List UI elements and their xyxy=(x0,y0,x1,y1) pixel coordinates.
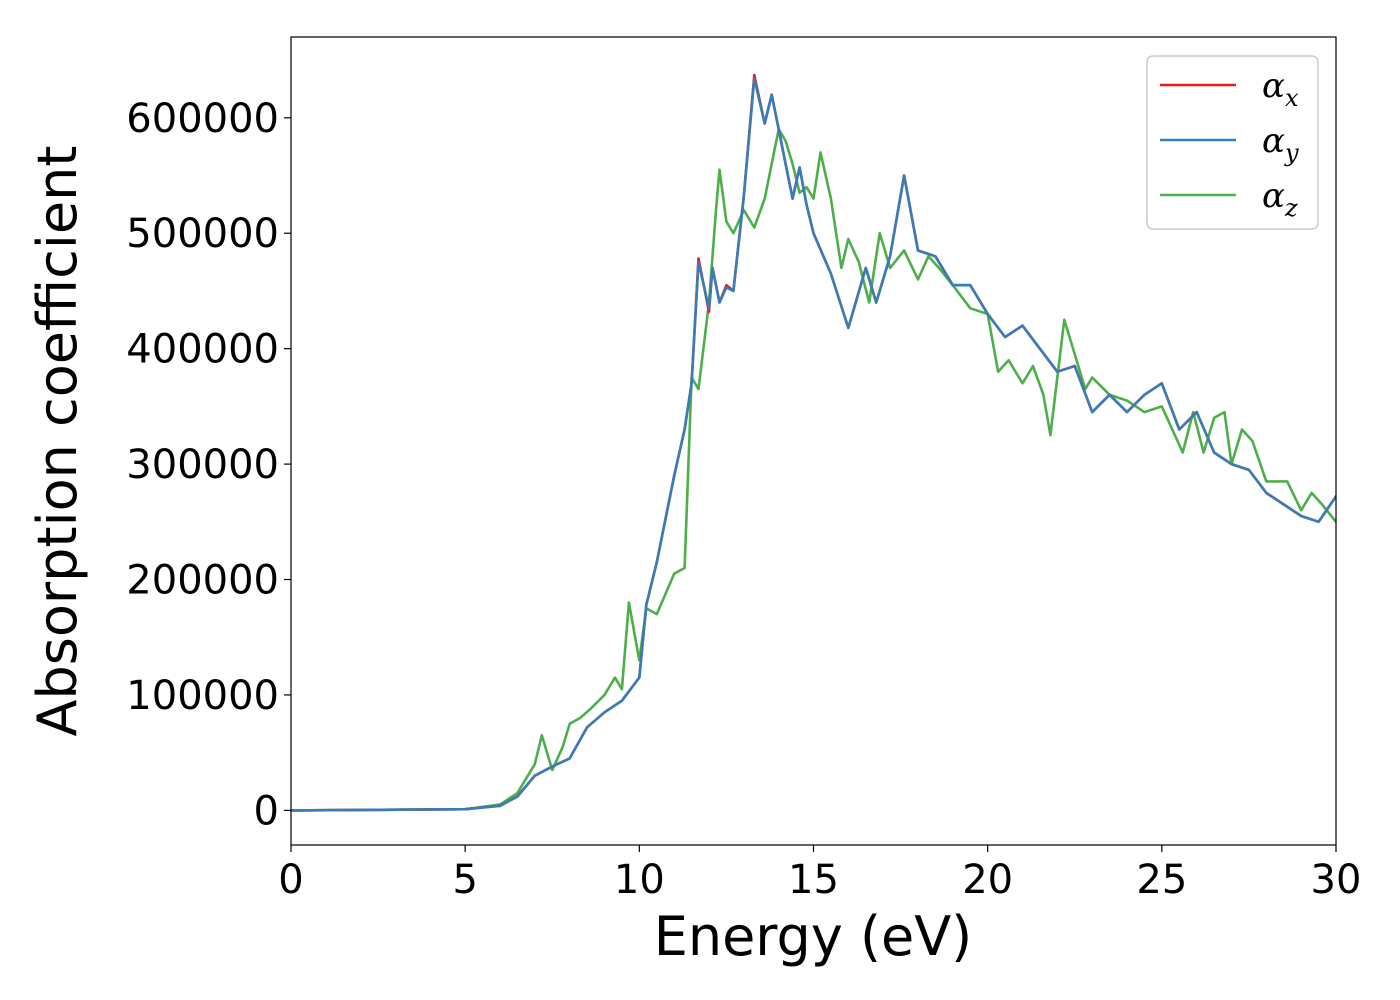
x-tick-label: 0 xyxy=(278,857,303,903)
x-tick-label: 30 xyxy=(1311,857,1362,903)
x-tick-label: 20 xyxy=(962,857,1013,903)
series-layer xyxy=(291,73,1336,812)
series-line-z xyxy=(291,128,1336,812)
x-axis-ticks: 0 5 10 15 20 25 30 xyxy=(278,845,1361,903)
y-tick-label: 300000 xyxy=(126,442,279,488)
x-tick-label: 25 xyxy=(1136,857,1187,903)
x-tick-label: 5 xyxy=(452,857,477,903)
legend-label-z: αz xyxy=(1262,176,1298,222)
y-axis-title: Absorption coefficient xyxy=(26,146,89,737)
y-tick-label: 600000 xyxy=(126,96,279,142)
legend-box xyxy=(1146,55,1319,230)
y-tick-label: 0 xyxy=(254,788,279,834)
x-axis-title: Energy (eV) xyxy=(654,905,973,968)
y-tick-label: 200000 xyxy=(126,558,279,604)
legend: αx αy αz xyxy=(1146,55,1319,230)
legend-label-y: αy xyxy=(1262,121,1299,167)
y-tick-label: 400000 xyxy=(126,327,279,373)
y-axis-ticks: 0 100000 200000 300000 400000 500000 600000 xyxy=(126,96,291,834)
series-line-y xyxy=(291,77,1336,812)
y-tick-label: 100000 xyxy=(126,673,279,719)
x-tick-label: 15 xyxy=(788,857,839,903)
y-tick-label: 500000 xyxy=(126,211,279,257)
x-tick-label: 10 xyxy=(614,857,665,903)
legend-label-x: αx xyxy=(1262,66,1299,112)
